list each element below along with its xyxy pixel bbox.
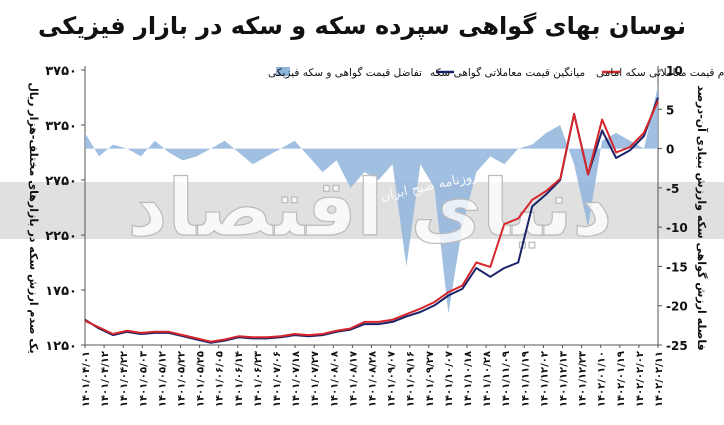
x-tick-label: ۱۴۰۱/۱۰/۲۸ [482,351,493,407]
y-right-tick-label: 10 [666,64,683,78]
x-tick-label: ۱۴۰۲/۰۲/۱۱ [654,351,665,407]
x-tick-label: ۱۴۰۱/۱۰/۰۷ [444,351,455,407]
y-axis-right-title: فاصله ارزش گواهی سکه وارزش بنیادی آن-درص… [695,85,709,351]
y-left-tick-label: ۳۲۵۰ [45,119,77,134]
x-tick-label: ۱۴۰۲/۰۱/۱۹ [616,351,627,407]
x-tick-label: ۱۴۰۱/۰۴/۲۲ [119,351,130,407]
x-tick-label: ۱۴۰۱/۰۸/۱۷ [348,351,359,407]
y-right-tick-label: -10 [666,221,688,235]
x-tick-label: ۱۴۰۱/۰۴/۰۱ [81,351,92,407]
series-line-physical-coin [84,100,659,343]
y-right-tick-label: 5 [666,103,674,117]
y-right-tick-label: -15 [666,260,688,274]
x-tick-label: ۱۴۰۱/۰۸/۲۸ [368,351,379,407]
x-tick-label: ۱۴۰۱/۰۶/۲۳ [253,351,264,407]
x-tick-label: ۱۴۰۱/۰۷/۰۶ [272,351,283,407]
x-tick-label: ۱۴۰۱/۱۲/۰۲ [539,351,550,407]
x-tick-label: ۱۴۰۱/۰۹/۱۶ [406,351,417,407]
x-tick-label: ۱۴۰۱/۰۵/۲۲ [177,351,188,407]
y-left-tick-label: ۱۲۵۰ [45,339,77,354]
legend-label: تفاضل قیمت گواهی و سکه فیزیکی [268,66,422,79]
y-left-tick-label: ۱۷۵۰ [45,284,77,299]
y-axis-left-title: یک صدم ارزش سکه در بازارهای مختلف-هزار ر… [27,82,40,353]
y-right-tick-label: -20 [666,300,688,314]
y-left-tick-label: ۲۷۵۰ [45,174,77,189]
x-tick-label: ۱۴۰۲/۰۱/۱۰ [597,351,608,407]
x-tick-label: ۱۴۰۱/۰۹/۲۷ [425,351,436,407]
y-left-tick-label: ۲۲۵۰ [45,229,77,244]
x-tick-label: ۱۴۰۱/۰۶/۱۴ [234,351,245,407]
watermark-logo: دنیای اقتصاد [128,164,613,254]
x-tick-label: ۱۴۰۱/۰۶/۰۵ [215,351,226,407]
x-tick-label: ۱۴۰۱/۰۵/۰۳ [138,351,149,407]
x-tick-label: ۱۴۰۱/۱۰/۱۸ [463,351,474,407]
legend-swatch-area [276,67,290,76]
y-right-tick-label: -5 [666,182,679,196]
x-tick-label: ۱۴۰۱/۰۹/۰۷ [387,351,398,407]
x-tick-label: ۱۴۰۱/۰۸/۰۸ [329,351,340,407]
x-tick-label: ۱۴۰۱/۱۲/۱۳ [559,351,570,407]
x-tick-label: ۱۴۰۱/۱۲/۲۳ [578,351,589,407]
x-tick-label: ۱۴۰۱/۱۱/۱۹ [520,351,531,407]
legend-label: میانگین قیمت معاملاتی گواهی سکه [430,66,585,79]
chart-title: نوسان بهای گواهی سپرده سکه و سکه در بازا… [37,12,687,40]
x-tick-label: ۱۴۰۱/۱۱/۰۹ [501,351,512,407]
x-tick-label: ۱۴۰۱/۰۷/۱۸ [291,351,302,407]
x-tick-label: ۱۴۰۱/۰۴/۱۲ [100,351,111,407]
chart-title-bar: نوسان بهای گواهی سپرده سکه و سکه در بازا… [0,0,724,52]
y-right-tick-label: -25 [666,339,688,353]
y-right-tick-label: 0 [666,143,674,157]
x-tick-label: ۱۴۰۱/۰۷/۲۷ [310,351,321,407]
x-tick-label: ۱۴۰۱/۰۵/۱۲ [157,351,168,407]
y-left-tick-label: ۳۷۵۰ [45,64,77,79]
x-tick-label: ۱۴۰۲/۰۲/۰۲ [635,351,646,407]
x-tick-label: ۱۴۰۱/۰۵/۲۵ [196,351,207,407]
background-band [0,182,724,239]
